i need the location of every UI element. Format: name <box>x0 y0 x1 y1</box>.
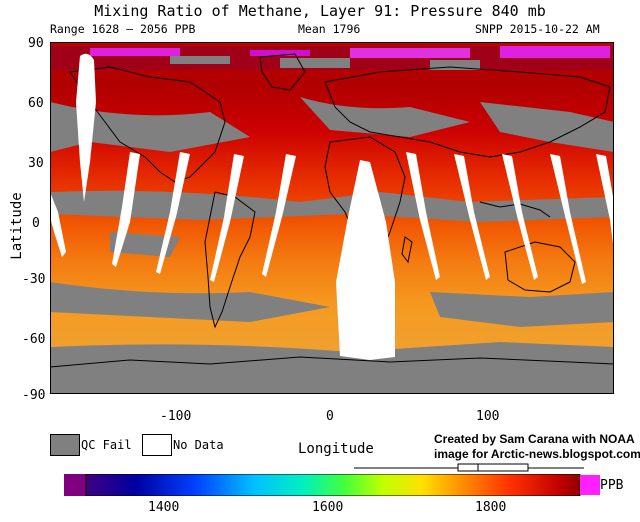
y-tick-0: 0 <box>32 216 40 231</box>
swath-5 <box>210 154 244 282</box>
no-data-swatch <box>142 434 172 456</box>
swath-6 <box>262 154 296 277</box>
mean-label: Mean 1796 <box>298 22 361 36</box>
australia-outline <box>504 241 576 293</box>
y-tick-m30: -30 <box>22 272 46 287</box>
colorbar-high-end <box>580 475 600 495</box>
madagascar-outline <box>401 236 413 264</box>
arctic-band <box>50 46 614 70</box>
eurasia-outline <box>324 66 611 158</box>
x-tick-0: 0 <box>326 409 334 424</box>
y-tick-m60: -60 <box>22 332 46 347</box>
x-axis-label: Longitude <box>298 441 374 457</box>
qc-fail-swatch <box>50 434 80 456</box>
source-label: SNPP 2015-10-22 AM <box>475 22 600 36</box>
swath-10 <box>502 154 538 280</box>
swath-11 <box>550 154 586 284</box>
no-data-label: No Data <box>173 438 224 452</box>
x-tick-m100: -100 <box>160 409 192 424</box>
greenland-outline <box>259 53 306 91</box>
credit-line-1: Created by Sam Carana with NOAA <box>434 432 635 446</box>
swath-9 <box>454 154 490 280</box>
colorbar-unit: PPB <box>600 478 624 493</box>
south-america-outline <box>204 191 256 329</box>
credit-line-2: image for Arctic-news.blogspot.com <box>434 447 640 461</box>
y-tick-90: 90 <box>28 36 44 51</box>
y-axis-label: Latitude <box>9 192 25 260</box>
north-america-outline <box>69 66 226 183</box>
colorbar <box>64 474 600 496</box>
swath-1 <box>76 53 96 202</box>
methane-map <box>50 42 614 394</box>
antarctica-outline <box>50 356 614 368</box>
cbar-tick-1800: 1800 <box>475 500 507 515</box>
swath-12 <box>596 154 614 252</box>
map-frame <box>50 42 614 394</box>
swath-7 <box>336 160 395 360</box>
cbar-tick-1600: 1600 <box>312 500 344 515</box>
y-tick-m90: -90 <box>22 388 46 403</box>
colorbar-gradient <box>85 474 581 496</box>
credit-underline-bars <box>354 463 584 472</box>
no-data-swaths <box>50 53 614 360</box>
swath-2 <box>50 192 66 257</box>
swath-4 <box>156 152 190 274</box>
y-tick-60: 60 <box>28 96 44 111</box>
colorbar-low-end <box>64 474 86 496</box>
range-label: Range 1628 – 2056 PPB <box>50 22 196 36</box>
swath-8 <box>406 152 440 280</box>
y-tick-30: 30 <box>28 156 44 171</box>
x-tick-100: 100 <box>476 409 500 424</box>
cbar-tick-1400: 1400 <box>148 500 180 515</box>
swath-3 <box>112 152 140 267</box>
qc-fail-label: QC Fail <box>81 438 132 452</box>
map-title: Mixing Ratio of Methane, Layer 91: Press… <box>94 2 546 20</box>
